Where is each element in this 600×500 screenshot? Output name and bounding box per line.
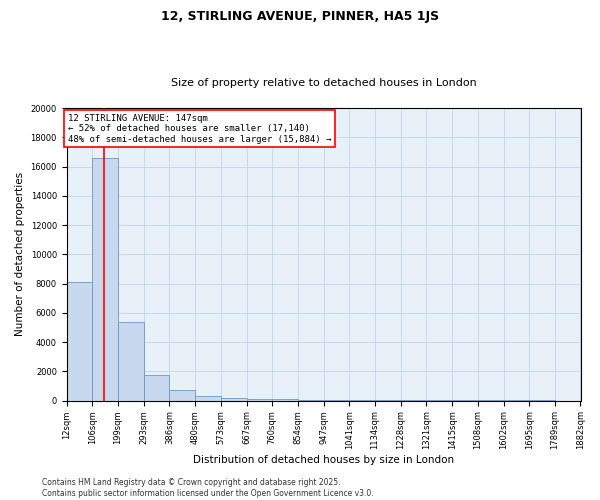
Bar xyxy=(195,396,221,400)
Bar xyxy=(221,398,247,400)
Y-axis label: Number of detached properties: Number of detached properties xyxy=(15,172,25,336)
Bar xyxy=(272,399,298,400)
Bar xyxy=(67,282,92,401)
X-axis label: Distribution of detached houses by size in London: Distribution of detached houses by size … xyxy=(193,455,454,465)
Bar xyxy=(247,398,272,400)
Bar xyxy=(92,158,118,400)
Bar xyxy=(118,322,144,400)
Bar xyxy=(169,390,195,400)
Text: 12 STIRLING AVENUE: 147sqm
← 52% of detached houses are smaller (17,140)
48% of : 12 STIRLING AVENUE: 147sqm ← 52% of deta… xyxy=(68,114,331,144)
Bar xyxy=(144,375,169,400)
Text: 12, STIRLING AVENUE, PINNER, HA5 1JS: 12, STIRLING AVENUE, PINNER, HA5 1JS xyxy=(161,10,439,23)
Title: Size of property relative to detached houses in London: Size of property relative to detached ho… xyxy=(171,78,476,88)
Text: Contains HM Land Registry data © Crown copyright and database right 2025.
Contai: Contains HM Land Registry data © Crown c… xyxy=(42,478,374,498)
